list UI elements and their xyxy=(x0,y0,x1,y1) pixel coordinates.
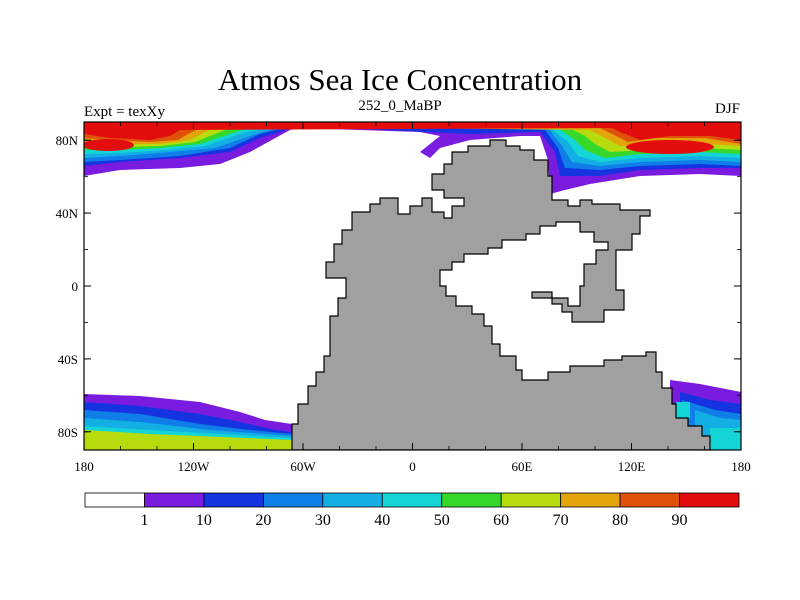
colorbar-level-label: 40 xyxy=(374,512,390,529)
colorbar: 1 10 20 30 40 50 60 70 80 90 xyxy=(84,492,740,529)
colorbar-swatch xyxy=(144,492,205,508)
colorbar-level-label: 20 xyxy=(255,512,271,529)
x-tick-label: 120W xyxy=(178,459,211,474)
colorbar-swatch xyxy=(679,492,740,508)
colorbar-swatch xyxy=(262,492,324,508)
colorbar-swatch xyxy=(560,492,621,508)
colorbar-level-label: 80 xyxy=(612,512,628,529)
map-title: Atmos Sea Ice Concentration xyxy=(217,62,583,97)
colorbar-level-label: 60 xyxy=(493,512,509,529)
land-mass xyxy=(291,139,711,450)
colorbar-swatch xyxy=(322,492,383,508)
colorbar-level-label: 1 xyxy=(140,512,148,529)
colorbar-swatch xyxy=(84,492,145,508)
y-tick-label: 40N xyxy=(56,206,79,221)
y-tick-label: 40S xyxy=(58,352,78,367)
experiment-label: Expt = texXy xyxy=(84,104,165,120)
colorbar-level-label: 70 xyxy=(553,512,569,529)
arctic-sea-ice xyxy=(84,122,741,194)
y-tick-label: 0 xyxy=(72,279,79,294)
x-tick-label: 180 xyxy=(731,459,751,474)
x-tick-label: 60W xyxy=(290,459,316,474)
colorbar-level-label: 30 xyxy=(315,512,331,529)
x-tick-label: 0 xyxy=(409,459,416,474)
colorbar-swatch xyxy=(441,492,502,508)
x-tick-label: 120E xyxy=(618,459,646,474)
experiment-identifier: 252_0_MaBP xyxy=(358,98,442,114)
y-tick-label: 80S xyxy=(58,425,78,440)
x-axis: 180 120W 60W 0 60E 120E 180 xyxy=(74,122,751,474)
x-tick-label: 180 xyxy=(74,459,94,474)
colorbar-level-label: 90 xyxy=(672,512,688,529)
y-axis: 80N 40N 0 40S 80S xyxy=(56,133,741,440)
colorbar-swatch xyxy=(500,492,562,508)
season-label: DJF xyxy=(714,101,740,117)
colorbar-swatch xyxy=(203,492,264,508)
colorbar-swatch xyxy=(381,492,443,508)
x-tick-label: 60E xyxy=(512,459,533,474)
colorbar-level-label: 50 xyxy=(434,512,450,529)
colorbar-swatch xyxy=(619,492,680,508)
y-tick-label: 80N xyxy=(56,133,79,148)
colorbar-level-label: 10 xyxy=(196,512,212,529)
